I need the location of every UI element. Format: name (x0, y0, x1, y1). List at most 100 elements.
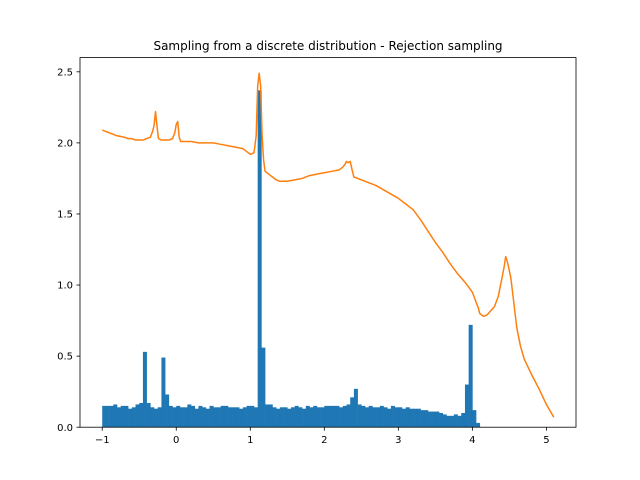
histogram-bar (168, 405, 173, 428)
histogram-bar (128, 408, 133, 428)
histogram-bar (298, 407, 303, 428)
histogram-bar (231, 407, 236, 428)
histogram-bar (305, 405, 310, 428)
x-tick-label: 2 (321, 435, 327, 446)
histogram-bar (464, 384, 469, 428)
histogram-bar (290, 407, 295, 428)
y-tick-label: 2.0 (57, 138, 73, 149)
histogram-bar (313, 405, 318, 428)
histogram-bar (105, 405, 110, 428)
histogram-bar (183, 407, 188, 428)
histogram-bar (350, 397, 355, 428)
histogram-bar (154, 408, 159, 428)
y-tick-label: 2.5 (57, 67, 73, 78)
histogram-bar (220, 405, 225, 428)
histogram-bar (131, 407, 136, 428)
series-line (101, 72, 555, 418)
histogram-bar (157, 407, 162, 428)
histogram-bar (413, 408, 418, 428)
histogram-bar (253, 407, 258, 428)
histogram-bar (446, 415, 451, 428)
histogram-bar (187, 404, 192, 428)
histogram-bar (113, 404, 118, 428)
histogram-bar (194, 408, 199, 428)
y-tick-label: 0.0 (57, 423, 73, 434)
histogram-bar (383, 407, 388, 428)
chart-title: Sampling from a discrete distribution - … (153, 39, 502, 53)
histogram-bar (316, 407, 321, 428)
histogram-bar (324, 405, 329, 428)
histogram-bar (257, 90, 262, 428)
histogram-bar (402, 408, 407, 428)
histogram-bar (335, 405, 340, 428)
histogram-bar (242, 407, 247, 428)
histogram-bar (424, 410, 429, 428)
histogram-bar (476, 422, 481, 428)
histogram-bar (302, 408, 307, 428)
histogram-bar (376, 407, 381, 428)
histogram-bar (390, 405, 395, 428)
histogram-bar (135, 404, 140, 428)
y-axis-ticks: 0.0 0.5 1.0 1.5 2.0 2.5 (57, 67, 80, 434)
histogram-bar (409, 408, 414, 428)
histogram-bar (202, 407, 207, 428)
histogram-bar (431, 411, 436, 428)
histogram-bar (450, 415, 455, 428)
histogram-bar (331, 405, 336, 428)
histogram-bar (365, 407, 370, 428)
histogram-bar (198, 405, 203, 428)
histogram-bar (165, 394, 170, 428)
x-axis-ticks: −1 0 1 2 3 4 5 (95, 427, 550, 446)
histogram-bar (102, 405, 107, 428)
histogram-bar (120, 405, 125, 428)
histogram-bar (442, 414, 447, 428)
histogram-bar (235, 407, 240, 428)
x-tick-label: −1 (95, 435, 110, 446)
histogram-bar (124, 405, 129, 428)
histogram-bar (228, 407, 233, 428)
histogram-bar (139, 403, 144, 428)
histogram-bar (250, 405, 255, 428)
histogram-bar (117, 407, 122, 428)
histogram-bar (109, 405, 114, 428)
histogram-bar (457, 415, 462, 428)
histogram-bar (328, 405, 332, 428)
histogram-bar (287, 408, 292, 428)
histogram-bar (216, 407, 221, 428)
histogram-bar (342, 405, 347, 428)
histogram-bar (394, 407, 399, 428)
histogram-bar (439, 412, 444, 428)
x-tick-label: 4 (469, 435, 475, 446)
histogram-bar (320, 407, 325, 428)
y-tick-label: 1.5 (57, 210, 73, 221)
x-tick-label: 0 (173, 435, 179, 446)
histogram-bar (468, 324, 473, 428)
x-tick-label: 3 (395, 435, 401, 446)
histogram-bar (420, 410, 425, 428)
line-series (101, 72, 555, 418)
histogram-bar (357, 404, 362, 428)
histogram-bar (205, 408, 210, 428)
histogram-bar (405, 407, 410, 428)
histogram-bar (191, 405, 196, 428)
y-tick-label: 0.5 (57, 352, 73, 363)
histogram-bar (209, 405, 214, 428)
histogram-bar (261, 347, 266, 428)
histogram-bar (142, 351, 147, 428)
histogram-bars (102, 90, 481, 428)
histogram-bar (472, 410, 477, 428)
histogram-bar (379, 405, 384, 428)
histogram-bar (246, 405, 251, 428)
x-tick-label: 5 (543, 435, 549, 446)
histogram-bar (276, 408, 281, 428)
histogram-bar (416, 408, 421, 428)
histogram-bar (361, 405, 366, 428)
plot-frame (79, 57, 577, 428)
histogram-bar (150, 407, 155, 428)
histogram-bar (353, 388, 358, 428)
histogram-bar (368, 405, 373, 428)
histogram-bar (268, 404, 273, 428)
histogram-bar (461, 412, 466, 428)
histogram-bar (146, 403, 151, 428)
histogram-bar (309, 407, 314, 428)
